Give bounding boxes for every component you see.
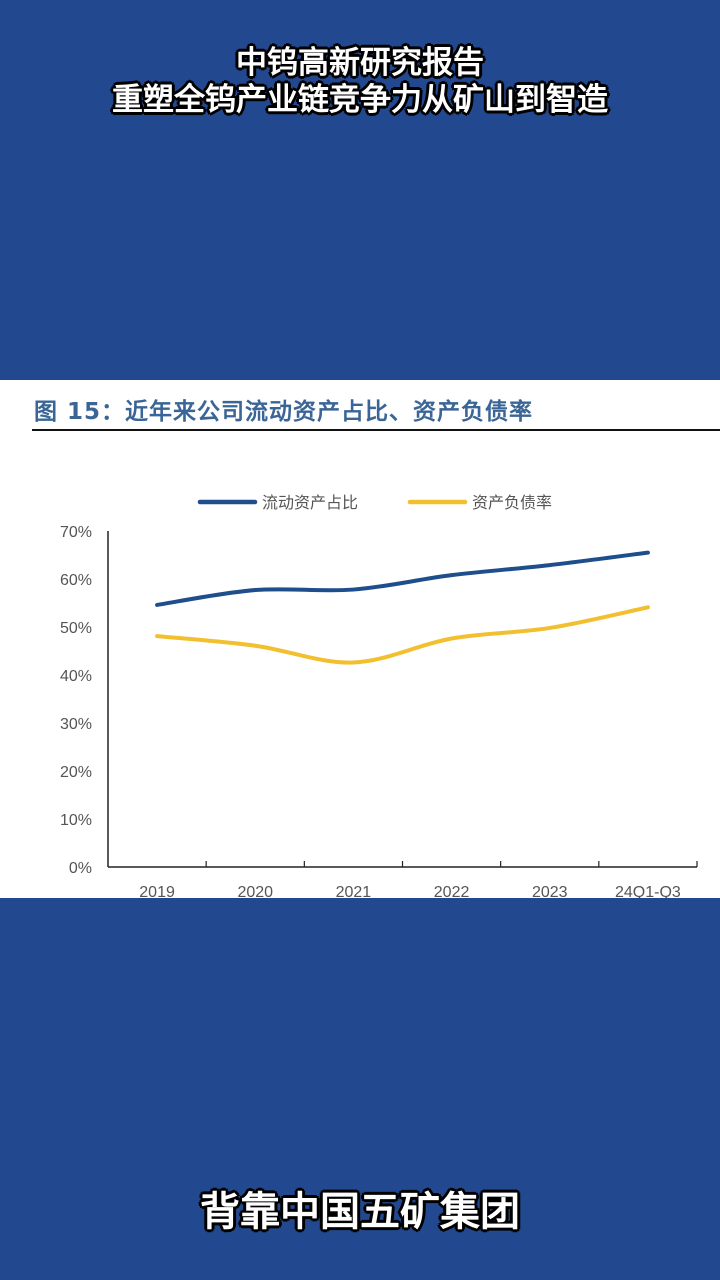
y-tick-label: 10% (60, 812, 92, 829)
legend-label: 流动资产占比 (262, 493, 358, 512)
legend-label: 资产负债率 (472, 493, 552, 512)
caption-title: 中钨高新研究报告 (236, 45, 484, 81)
y-tick-label: 50% (60, 620, 92, 637)
x-tick-label: 24Q1-Q3 (615, 884, 681, 898)
x-tick-label: 2020 (237, 884, 273, 898)
y-tick-label: 30% (60, 716, 92, 733)
series-line-2 (155, 605, 650, 665)
x-tick-label: 2023 (532, 884, 568, 898)
chart-panel: 图 15：近年来公司流动资产占比、资产负债率 0% 10% 20% 30% 40% 50%… (0, 380, 720, 898)
y-tick-label: 0% (69, 860, 92, 877)
y-tick-label: 60% (60, 572, 92, 589)
x-tick-label: 2021 (336, 884, 372, 898)
y-tick-label: 20% (60, 764, 92, 781)
y-tick-label: 40% (60, 668, 92, 685)
title-divider (32, 429, 720, 431)
chart-title: 图 15：近年来公司流动资产占比、资产负债率 (34, 399, 534, 425)
series-line-1 (155, 550, 650, 607)
line-chart: 0% 10% 20% 30% 40% 50% 60% 70% 2019 2020 2021 2022 2… (60, 493, 698, 898)
y-tick-label: 70% (60, 524, 92, 541)
caption-subtitle: 重塑全钨产业链竞争力从矿山到智造 (112, 82, 608, 118)
x-tick-label: 2022 (434, 884, 470, 898)
caption-bottom: 背靠中国五矿集团 (200, 1189, 520, 1235)
x-tick-label: 2019 (139, 884, 175, 898)
